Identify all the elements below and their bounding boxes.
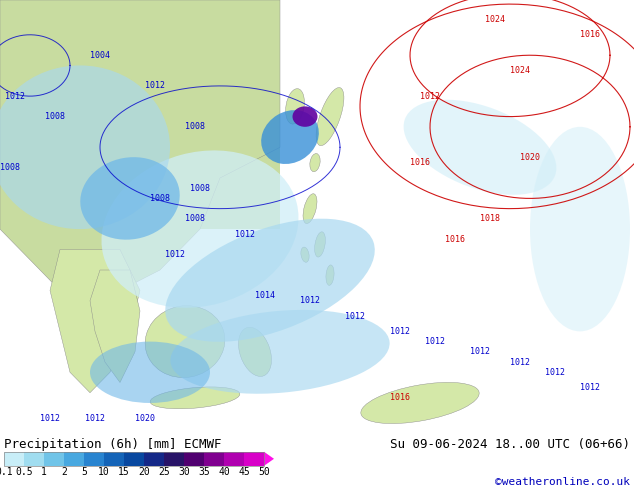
Text: 1012: 1012 xyxy=(300,296,320,305)
Ellipse shape xyxy=(301,247,309,262)
Text: 15: 15 xyxy=(118,467,130,477)
Ellipse shape xyxy=(310,153,320,172)
Text: 1012: 1012 xyxy=(425,337,445,346)
Text: 1018: 1018 xyxy=(480,214,500,223)
Ellipse shape xyxy=(286,89,304,124)
Ellipse shape xyxy=(303,194,317,223)
Bar xyxy=(44,452,64,466)
Text: 1008: 1008 xyxy=(150,194,170,203)
Text: 1008: 1008 xyxy=(190,184,210,193)
Text: 2: 2 xyxy=(61,467,67,477)
Ellipse shape xyxy=(165,219,375,342)
Text: 30: 30 xyxy=(178,467,190,477)
Bar xyxy=(224,452,244,466)
Text: Precipitation (6h) [mm] ECMWF: Precipitation (6h) [mm] ECMWF xyxy=(4,438,221,451)
Text: 1012: 1012 xyxy=(470,347,490,356)
Bar xyxy=(84,452,104,466)
Text: 20: 20 xyxy=(138,467,150,477)
Text: 35: 35 xyxy=(198,467,210,477)
Bar xyxy=(204,452,224,466)
Text: 1004: 1004 xyxy=(90,51,110,60)
Text: 1012: 1012 xyxy=(165,250,185,259)
Ellipse shape xyxy=(150,387,240,409)
Text: 25: 25 xyxy=(158,467,170,477)
Ellipse shape xyxy=(101,150,299,308)
Text: 1012: 1012 xyxy=(85,414,105,423)
Text: 1012: 1012 xyxy=(390,327,410,336)
Bar xyxy=(124,452,144,466)
Text: 1012: 1012 xyxy=(510,358,530,367)
Text: 1016: 1016 xyxy=(445,235,465,244)
Bar xyxy=(4,452,24,466)
Text: 1008: 1008 xyxy=(185,122,205,131)
Text: 10: 10 xyxy=(98,467,110,477)
Text: 40: 40 xyxy=(218,467,230,477)
Text: 1016: 1016 xyxy=(580,30,600,39)
Text: 1008: 1008 xyxy=(185,214,205,223)
Text: Su 09-06-2024 18..00 UTC (06+66): Su 09-06-2024 18..00 UTC (06+66) xyxy=(390,438,630,451)
Text: 1: 1 xyxy=(41,467,47,477)
Text: 1012: 1012 xyxy=(420,92,440,100)
Ellipse shape xyxy=(261,110,319,164)
Ellipse shape xyxy=(0,66,170,229)
Text: 1012: 1012 xyxy=(5,92,25,100)
Polygon shape xyxy=(264,452,274,466)
Polygon shape xyxy=(90,270,140,383)
Bar xyxy=(184,452,204,466)
Text: 1012: 1012 xyxy=(145,81,165,91)
Ellipse shape xyxy=(404,100,557,195)
Ellipse shape xyxy=(238,327,271,376)
Text: 50: 50 xyxy=(258,467,270,477)
Bar xyxy=(244,452,264,466)
Text: 0.5: 0.5 xyxy=(15,467,33,477)
Ellipse shape xyxy=(326,265,334,285)
Text: 1012: 1012 xyxy=(235,230,255,239)
Ellipse shape xyxy=(90,342,210,403)
Bar xyxy=(144,452,164,466)
Ellipse shape xyxy=(292,106,318,127)
Text: 1016: 1016 xyxy=(410,158,430,167)
Text: 1008: 1008 xyxy=(45,112,65,121)
Text: 1012: 1012 xyxy=(580,383,600,392)
Text: 0.1: 0.1 xyxy=(0,467,13,477)
Text: 1024: 1024 xyxy=(510,66,530,75)
Text: 1016: 1016 xyxy=(390,393,410,402)
Text: 1008: 1008 xyxy=(0,163,20,172)
Text: 1012: 1012 xyxy=(545,368,565,377)
Ellipse shape xyxy=(314,232,325,257)
Ellipse shape xyxy=(145,306,225,378)
Text: 1020: 1020 xyxy=(135,414,155,423)
Ellipse shape xyxy=(316,88,344,146)
Text: ©weatheronline.co.uk: ©weatheronline.co.uk xyxy=(495,477,630,487)
Bar xyxy=(164,452,184,466)
Text: 1012: 1012 xyxy=(345,312,365,320)
Text: 1024: 1024 xyxy=(485,15,505,24)
FancyBboxPatch shape xyxy=(0,0,280,229)
Bar xyxy=(4,452,264,466)
Ellipse shape xyxy=(530,127,630,331)
Text: 1020: 1020 xyxy=(520,153,540,162)
Text: 1014: 1014 xyxy=(255,291,275,300)
Bar xyxy=(24,452,44,466)
Bar xyxy=(104,452,124,466)
Text: 45: 45 xyxy=(238,467,250,477)
Polygon shape xyxy=(0,0,280,301)
Polygon shape xyxy=(50,249,140,393)
Ellipse shape xyxy=(171,310,390,394)
Text: 5: 5 xyxy=(81,467,87,477)
Text: 1012: 1012 xyxy=(40,414,60,423)
Ellipse shape xyxy=(361,382,479,423)
Ellipse shape xyxy=(81,157,179,240)
Bar xyxy=(64,452,84,466)
